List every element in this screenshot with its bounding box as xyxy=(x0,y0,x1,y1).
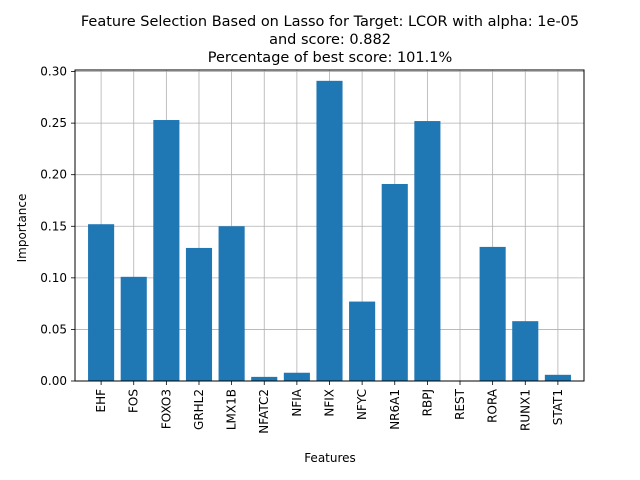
x-tick-label: RUNX1 xyxy=(518,389,532,431)
bar-runx1 xyxy=(512,321,539,381)
bar-rora xyxy=(479,246,506,381)
y-tick-label: 0.20 xyxy=(40,168,67,182)
y-tick-label: 0.15 xyxy=(40,219,67,233)
x-axis-label: Features xyxy=(304,451,356,465)
bar-nr6a1 xyxy=(381,183,408,381)
chart-title-line-1: Feature Selection Based on Lasso for Tar… xyxy=(81,14,579,30)
bar-nfia xyxy=(283,372,310,381)
y-tick-label: 0.25 xyxy=(40,116,67,130)
bar-nfatc2 xyxy=(251,376,278,381)
bar-foxo3 xyxy=(153,120,180,381)
x-tick-label: NFIX xyxy=(323,389,337,417)
x-tick-label: FOXO3 xyxy=(159,389,173,429)
x-tick-label: NR6A1 xyxy=(388,389,402,430)
y-tick-label: 0.30 xyxy=(40,65,67,79)
y-ticks: 0.00 0.05 0.10 0.15 0.20 0.25 0.30 xyxy=(40,65,75,388)
x-tick-label: NFIA xyxy=(290,388,304,416)
bar-nfix xyxy=(316,80,343,382)
x-tick-label: LMX1B xyxy=(225,389,239,430)
bar-lmx1b xyxy=(218,226,245,381)
chart-title-line-3: Percentage of best score: 101.1% xyxy=(208,50,452,66)
x-tick-label: RORA xyxy=(486,388,500,423)
x-tick-label: REST xyxy=(453,388,467,420)
y-tick-label: 0.10 xyxy=(40,271,67,285)
bar-grhl2 xyxy=(185,247,213,381)
y-tick-label: 0.00 xyxy=(40,374,67,388)
x-tick-label: NFATC2 xyxy=(257,389,271,434)
bar-rbpj xyxy=(414,121,441,382)
y-axis-label: Importance xyxy=(15,194,29,263)
bar-ehf xyxy=(88,224,115,381)
x-tick-label: STAT1 xyxy=(551,389,565,425)
x-ticks: EHF FOS FOXO3 GRHL2 LMX1B NFATC2 NFIA NFIX NFYC N… xyxy=(94,381,565,434)
plot-frame xyxy=(74,69,585,382)
chart-title-line-2: and score: 0.882 xyxy=(269,32,391,48)
x-tick-label: FOS xyxy=(127,389,141,413)
bar-stat1 xyxy=(544,374,571,381)
x-tick-label: EHF xyxy=(94,389,108,413)
x-tick-label: NFYC xyxy=(355,389,369,420)
bars xyxy=(88,80,571,382)
x-tick-label: RBPJ xyxy=(420,389,434,416)
bar-nfyc xyxy=(349,301,376,381)
bar-fos xyxy=(120,276,147,381)
x-tick-label: GRHL2 xyxy=(192,389,206,430)
y-tick-label: 0.05 xyxy=(40,322,67,336)
